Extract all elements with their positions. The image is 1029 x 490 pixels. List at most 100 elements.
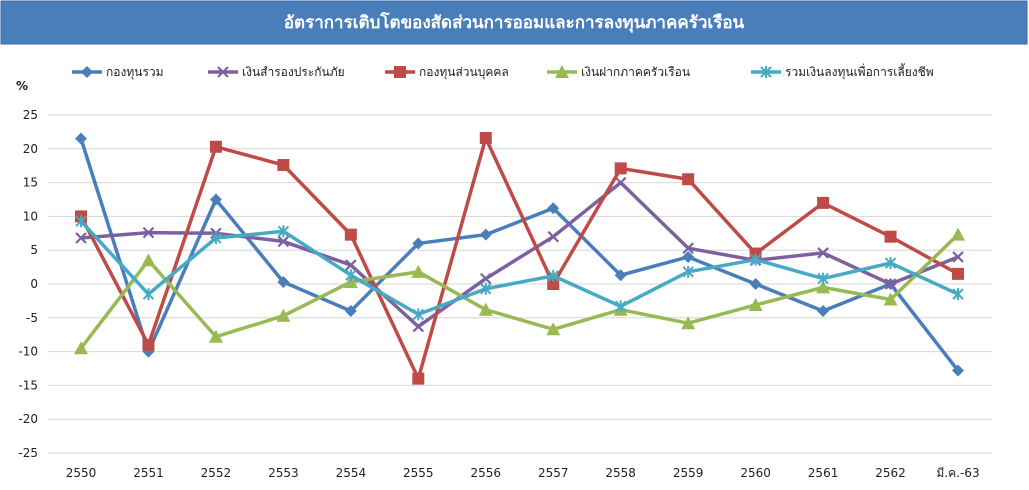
series-line — [79, 136, 959, 381]
data-point — [682, 250, 695, 263]
legend-label: กองทุนส่วนบุคคล — [419, 65, 509, 80]
y-tick-label: 25 — [23, 108, 38, 122]
chart-title-band — [0, 0, 1028, 45]
y-tick-label: 20 — [23, 142, 38, 156]
x-axis-ticks: 2550 2551 2552 2553 2554 2555 2556 2557 2558 2559… — [66, 466, 980, 480]
x-tick-label: 2556 — [470, 466, 501, 480]
y-tick-label: 15 — [23, 176, 38, 190]
y-tick-label: -25 — [18, 446, 38, 460]
data-point — [952, 251, 964, 263]
data-point — [277, 159, 290, 172]
y-tick-label: 10 — [23, 209, 38, 223]
data-point — [681, 316, 696, 330]
data-point — [614, 162, 627, 175]
data-point — [547, 278, 560, 290]
data-point — [277, 225, 290, 238]
x-tick-label: 2552 — [201, 466, 232, 480]
legend-item-4: เงินฝากภาคครัวเรือน — [547, 65, 690, 79]
data-point — [277, 235, 290, 248]
data-point — [817, 196, 830, 209]
data-point — [208, 329, 223, 343]
series-5 — [75, 215, 964, 321]
data-point — [547, 230, 560, 243]
x-tick-label: 2555 — [403, 466, 434, 480]
x-tick-label: 2560 — [740, 466, 771, 480]
x-tick-label: 2554 — [336, 466, 367, 480]
data-point — [817, 247, 829, 259]
data-point — [142, 226, 155, 239]
data-point — [884, 230, 897, 243]
data-point — [952, 267, 964, 280]
data-point — [682, 173, 695, 186]
x-tick-label: 2559 — [673, 466, 704, 480]
data-point — [412, 237, 425, 250]
data-point — [749, 253, 762, 266]
legend-label: เงินสำรองประกันภัย — [242, 65, 345, 79]
data-point — [748, 297, 763, 311]
y-tick-label: -15 — [18, 378, 38, 392]
data-point — [749, 278, 762, 290]
legend-label: รวมเงินลงทุนเพื่อการเลี้ยงชีพ — [785, 63, 934, 80]
data-point — [478, 302, 493, 316]
data-point — [412, 320, 425, 333]
data-point — [817, 272, 829, 285]
series-4 — [74, 227, 965, 355]
data-point — [546, 322, 561, 336]
data-point — [614, 176, 627, 189]
legend-item-3: กองทุนส่วนบุคคล — [385, 65, 509, 80]
data-point — [480, 282, 492, 295]
x-tick-label: 2550 — [66, 466, 97, 480]
y-tick-label: -20 — [18, 412, 38, 426]
data-point — [142, 288, 155, 301]
data-point — [277, 275, 290, 288]
data-point — [75, 215, 87, 228]
legend: กองทุนรวม เงินสำรองประกันภัย กองทุนส่วนบุค… — [72, 63, 934, 80]
data-point — [547, 269, 559, 282]
data-point — [884, 278, 897, 290]
data-point — [142, 338, 155, 351]
x-tick-label: 2551 — [133, 466, 164, 480]
legend-item-5: รวมเงินลงทุนเพื่อการเลี้ยงชีพ — [751, 63, 934, 80]
data-point — [682, 242, 694, 254]
data-point — [344, 228, 357, 241]
y-axis-ticks: 25 20 15 10 5 0 -5 -10 -15 -20 -25 — [18, 108, 38, 460]
data-point — [952, 288, 964, 301]
legend-marker — [81, 66, 93, 78]
data-point — [210, 232, 222, 245]
data-point — [614, 300, 627, 313]
data-point — [276, 308, 291, 322]
data-point — [479, 272, 492, 285]
data-point — [141, 253, 156, 267]
y-tick-label: -10 — [18, 345, 38, 359]
legend-item-2: เงินสำรองประกันภัย — [208, 65, 345, 79]
data-point — [75, 132, 87, 145]
y-tick-label: -5 — [26, 311, 38, 325]
x-tick-label: 2557 — [538, 466, 569, 480]
y-axis-unit-label: % — [16, 79, 28, 93]
legend-marker — [217, 66, 229, 78]
data-point — [209, 140, 222, 153]
legend-label: กองทุนรวม — [106, 65, 164, 80]
series-line — [80, 180, 959, 329]
data-point — [343, 274, 358, 288]
series-3 — [75, 131, 964, 385]
data-point — [614, 269, 627, 282]
data-point — [547, 202, 560, 215]
legend-marker — [394, 66, 406, 78]
data-point — [411, 264, 426, 278]
data-point — [479, 228, 492, 241]
data-point — [75, 232, 87, 244]
data-point — [345, 259, 357, 271]
data-point — [883, 292, 898, 306]
data-point — [479, 131, 492, 144]
data-point — [817, 305, 830, 318]
data-point — [74, 341, 88, 355]
series-line — [79, 233, 960, 350]
data-point — [884, 257, 897, 270]
data-point — [412, 372, 425, 385]
x-tick-label: 2562 — [875, 466, 906, 480]
y-tick-label: 5 — [30, 243, 38, 257]
data-point — [951, 227, 965, 241]
x-tick-label: มี.ค.-63 — [936, 466, 979, 480]
